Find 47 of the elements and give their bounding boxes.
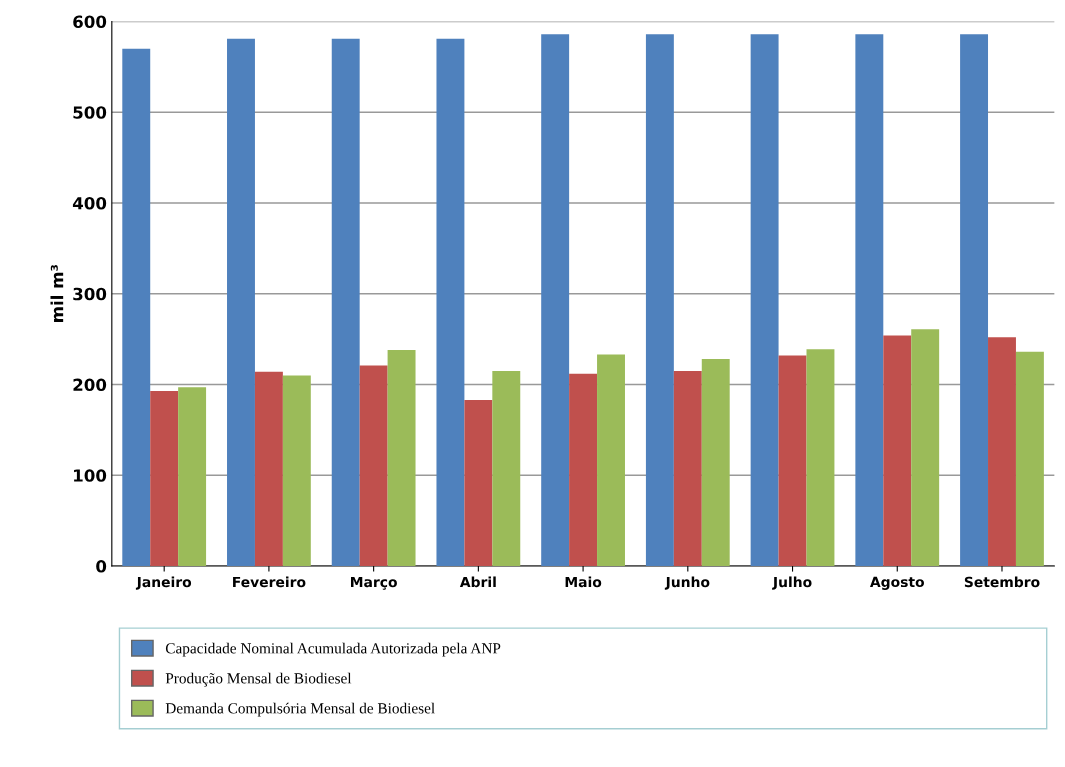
bar [883,335,912,567]
bar [597,354,625,567]
bar [806,349,835,567]
x-tick-label: Janeiro [135,576,192,590]
bar [569,373,598,567]
x-tick-label: Julho [772,576,812,590]
y-tick-label: 600 [73,15,107,29]
bar [359,365,388,567]
bar [673,370,702,567]
x-tick-label: Junho [664,576,710,590]
x-tick-label: Março [351,576,397,590]
bar [387,350,416,567]
x-tick-label: Abril [459,576,496,588]
bar [645,34,674,567]
bar [492,370,521,567]
x-tick-label: Agosto [869,576,925,590]
y-tick-label: 100 [74,469,107,482]
bar [254,371,283,567]
bar [541,34,570,567]
bar [750,34,779,567]
bar [778,355,807,567]
bar [911,329,940,567]
bar [150,390,179,567]
bar [436,38,465,567]
y-tick-label: 300 [73,287,107,301]
x-tick-label: Fevereiro [233,576,306,588]
bar [464,399,493,567]
bar [331,38,360,567]
y-axis-title: mil m³ [50,265,64,323]
bar [178,387,207,567]
legend-label: Produção Mensal de Biodiesel [165,672,352,687]
bar [855,34,884,567]
y-tick-label: 200 [73,378,107,392]
bar [282,375,311,567]
y-tick-label: 400 [72,196,107,210]
bar [122,48,151,567]
bar [227,38,255,567]
bar [988,337,1016,567]
legend-label: Demanda Compulsória Mensal de Biodiesel [165,702,435,717]
x-tick-label: Setembro [964,576,1040,588]
x-tick-label: Maio [565,576,602,588]
y-tick-label: 0 [96,560,107,573]
legend-label: Capacidade Nominal Acumulada Autorizada pela ANP [165,642,501,657]
y-tick-label: 500 [73,106,107,119]
bar [1015,351,1044,567]
bar [960,34,989,567]
bar [701,359,730,567]
